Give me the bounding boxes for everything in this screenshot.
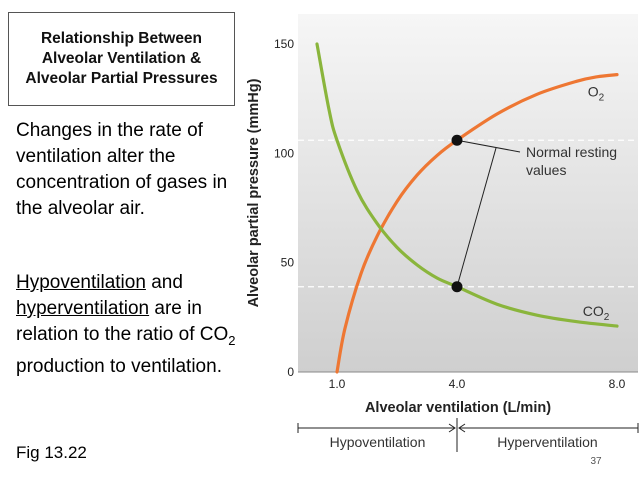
x-axis-label: Alveolar ventilation (L/min) bbox=[365, 400, 551, 416]
x-tick-label: 8.0 bbox=[609, 377, 626, 391]
para2-subscript: 2 bbox=[228, 332, 236, 348]
y-tick-label: 100 bbox=[274, 146, 294, 160]
region-label-hyperventilation: Hyperventilation bbox=[497, 434, 597, 450]
series-label-subscript: 2 bbox=[604, 312, 610, 323]
para2-mid: and bbox=[145, 272, 183, 293]
y-tick-label: 150 bbox=[274, 37, 294, 51]
series-label-co2: CO2 bbox=[583, 303, 610, 323]
series-line-co2 bbox=[315, 42, 619, 328]
para2-rest1: are in relation to the ratio of CO bbox=[16, 298, 229, 345]
y-tick-label: 0 bbox=[287, 365, 294, 379]
page-number: 37 bbox=[590, 456, 602, 467]
y-tick-label: 50 bbox=[281, 256, 295, 270]
plot-background bbox=[298, 14, 638, 372]
y-axis-label: Alveolar partial pressure (mmHg) bbox=[246, 78, 262, 307]
x-tick-label: 1.0 bbox=[329, 377, 346, 391]
figure-label: Fig 13.22 bbox=[16, 443, 87, 462]
region-label-hypoventilation: Hypoventilation bbox=[330, 434, 426, 450]
normal-resting-point-o2 bbox=[451, 134, 463, 146]
normal-resting-point-co2 bbox=[451, 281, 463, 293]
slide-title: Relationship Between Alveolar Ventilatio… bbox=[8, 12, 235, 106]
hypoventilation-term: Hypoventilation bbox=[16, 272, 146, 293]
series-line-o2 bbox=[335, 73, 619, 374]
annotation-leader-o2 bbox=[456, 139, 521, 153]
hyperventilation-term: hyperventilation bbox=[16, 298, 150, 319]
x-tick-label: 4.0 bbox=[449, 377, 466, 391]
annotation-leader-co2 bbox=[456, 147, 497, 287]
paragraph-hypo-hyper: Hypoventilation and hyperventilation are… bbox=[16, 270, 241, 380]
series-label-subscript: 2 bbox=[599, 93, 605, 104]
annotation-line-1: Normal resting bbox=[526, 144, 617, 160]
para2-rest2: production to ventilation. bbox=[16, 355, 222, 377]
annotation-line-2: values bbox=[526, 162, 566, 178]
region-right-arrow bbox=[458, 423, 466, 433]
region-left-arrow bbox=[448, 423, 456, 433]
paragraph-ventilation-change: Changes in the rate of ventilation alter… bbox=[16, 120, 228, 219]
